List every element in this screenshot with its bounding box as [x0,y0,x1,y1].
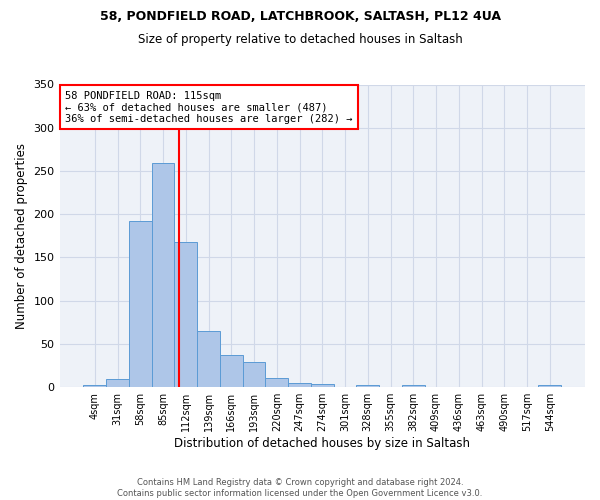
Bar [83,386,106,387]
X-axis label: Distribution of detached houses by size in Saltash: Distribution of detached houses by size … [174,437,470,450]
Bar [265,378,288,387]
Bar [152,163,175,387]
Bar [402,386,425,387]
Bar [538,386,561,387]
Bar [175,242,197,387]
Bar [288,383,311,387]
Bar [242,362,265,387]
Y-axis label: Number of detached properties: Number of detached properties [15,143,28,329]
Bar [220,355,242,387]
Bar [129,221,152,387]
Text: Contains HM Land Registry data © Crown copyright and database right 2024.
Contai: Contains HM Land Registry data © Crown c… [118,478,482,498]
Bar [356,384,379,387]
Text: 58 PONDFIELD ROAD: 115sqm
← 63% of detached houses are smaller (487)
36% of semi: 58 PONDFIELD ROAD: 115sqm ← 63% of detac… [65,90,352,124]
Text: Size of property relative to detached houses in Saltash: Size of property relative to detached ho… [137,32,463,46]
Text: 58, PONDFIELD ROAD, LATCHBROOK, SALTASH, PL12 4UA: 58, PONDFIELD ROAD, LATCHBROOK, SALTASH,… [100,10,500,23]
Bar [311,384,334,387]
Bar [106,380,129,387]
Bar [197,331,220,387]
